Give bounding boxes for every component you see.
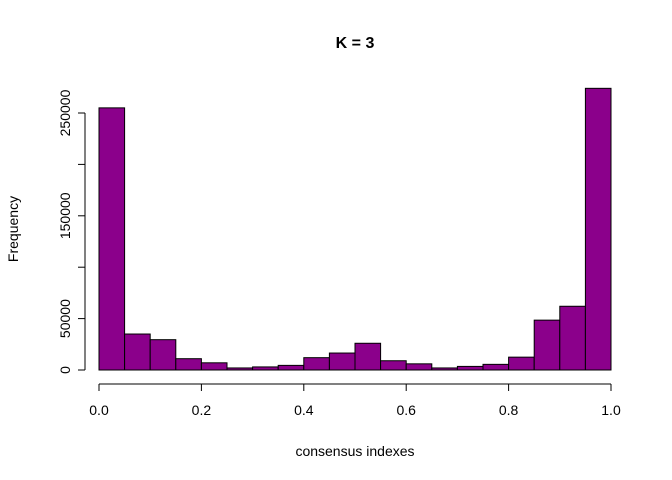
histogram-bar-6 [252,366,279,371]
histogram-bar-4 [200,362,228,371]
x-tick-label-5: 1.0 [601,402,621,418]
x-tick-label-3: 0.6 [396,402,416,418]
histogram-bar-10 [354,342,382,371]
y-axis-label: Frequency [5,196,21,262]
histogram-bar-17 [533,319,561,371]
histogram-bar-18 [559,305,586,371]
x-axis-ticks: 0.0 0.2 0.4 0.6 0.8 1.0 [89,384,621,418]
x-axis-label: consensus indexes [295,443,414,459]
histogram-bar-19 [584,87,612,371]
x-tick-label-4: 0.8 [499,402,519,418]
x-tick-label-2: 0.4 [294,402,314,418]
y-tick-label-1: 50000 [57,299,73,338]
histogram-bar-15 [482,363,510,371]
histogram-bar-3 [175,358,202,371]
histogram-bar-12 [405,363,433,371]
histogram-bar-11 [380,360,407,371]
x-tick-label-1: 0.2 [192,402,212,418]
x-tick-label-0: 0.0 [89,402,109,418]
histogram-bar-13 [431,367,458,371]
histogram-bar-16 [508,356,535,371]
histogram-bar-14 [456,365,484,371]
histogram-bar-8 [303,357,330,371]
histogram-bar-9 [328,352,356,371]
y-axis-ticks: 0 50000 150000 250000 [57,89,85,374]
chart-title: K = 3 [336,35,375,52]
histogram-bar-0 [98,107,126,371]
bars-group [98,87,612,371]
histogram-bar-2 [149,339,177,371]
y-tick-label-3: 250000 [57,89,73,136]
histogram-bar-5 [226,367,254,371]
histogram-bar-1 [124,333,151,371]
histogram-bar-7 [277,364,305,371]
y-tick-label-0: 0 [57,366,73,374]
y-tick-label-2: 150000 [57,192,73,239]
